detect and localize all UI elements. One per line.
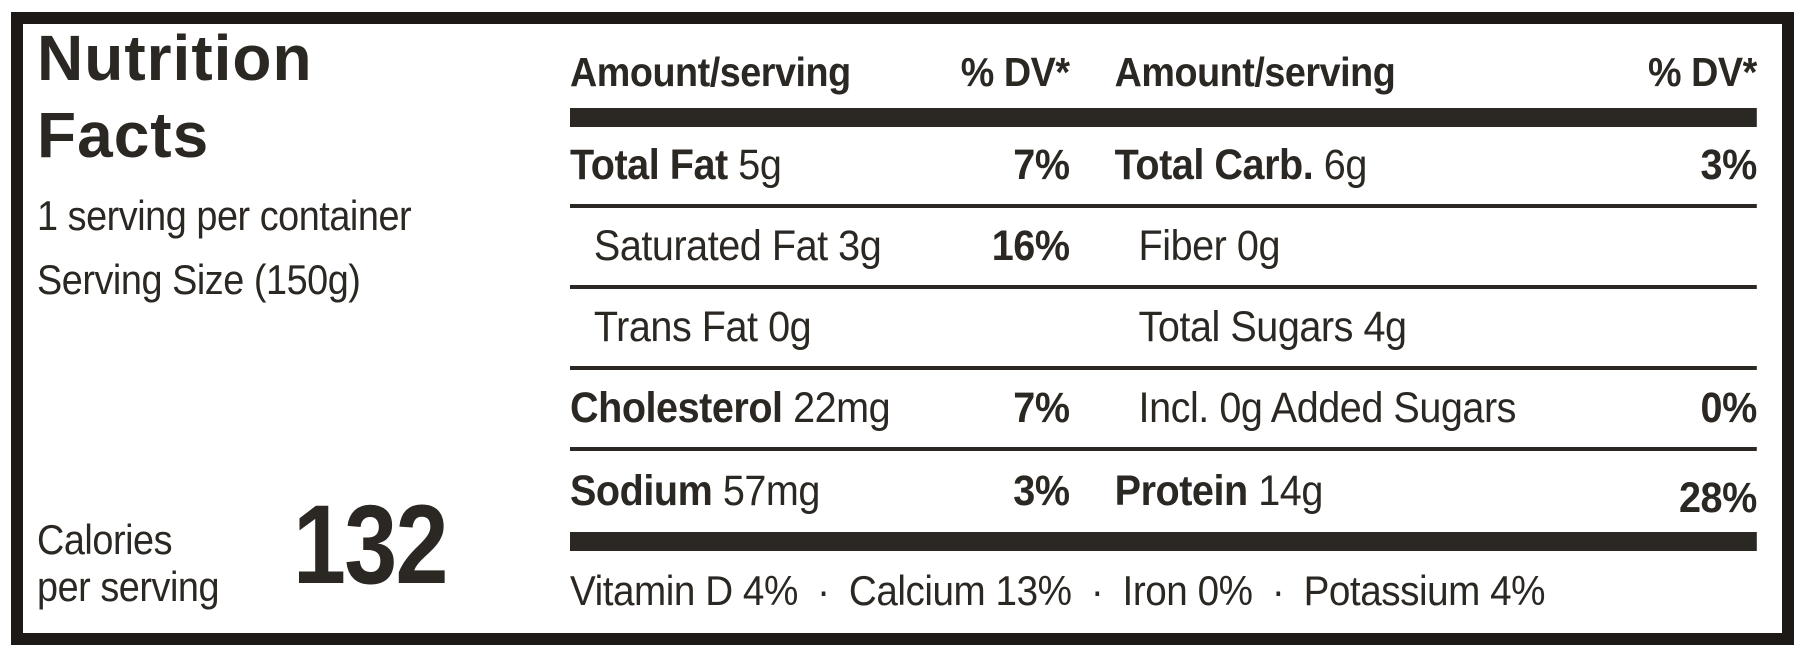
servings-per-container: 1 serving per container	[37, 192, 412, 239]
nutrient-name: Sodium	[570, 467, 713, 515]
nutrient-amount: 5g	[727, 141, 782, 189]
nutrient-dv: 16%	[991, 222, 1070, 270]
nutrient-dv: 28%	[1678, 474, 1757, 522]
nutrient-amount: 0g	[757, 303, 812, 351]
vitamin-item: Potassium 4%	[1303, 566, 1546, 614]
title-line2: Facts	[37, 99, 210, 171]
nutrient-cell: Total Carb. 6g 3%	[1114, 127, 1758, 204]
separator-dot: ·	[1271, 566, 1285, 614]
calories-label-line1: Calories	[37, 516, 173, 563]
nutrient-text: Total Carb. 6g	[1114, 141, 1368, 190]
nutrient-cell: Trans Fat 0g	[570, 289, 1070, 366]
nutrient-name: Trans Fat	[593, 303, 758, 351]
nutrient-amount: 3g	[827, 222, 882, 270]
nutrient-name: Total Sugars	[1138, 303, 1354, 351]
nutrient-text: Total Fat 5g	[570, 141, 782, 190]
calories-value: 132	[293, 482, 448, 607]
nutrient-name: Saturated Fat	[593, 222, 828, 270]
nutrient-rows: Total Fat 5g 7% Total Carb. 6g 3% Saturated …	[570, 127, 1757, 532]
nutrient-amount: 14g	[1247, 467, 1323, 515]
amount-serving-header: Amount/serving	[570, 48, 851, 95]
nutrient-dv: 7%	[1013, 141, 1070, 189]
nutrient-row: Total Fat 5g 7% Total Carb. 6g 3%	[570, 127, 1757, 208]
header-cell-left: Amount/serving % DV*	[570, 36, 1070, 108]
table-header-row: Amount/serving % DV* Amount/serving % DV…	[570, 36, 1757, 108]
nutrient-table: Amount/serving % DV* Amount/serving % DV…	[570, 36, 1757, 630]
nutrient-text: Protein 14g	[1114, 467, 1324, 516]
nutrient-row: Saturated Fat 3g 16% Fiber 0g	[570, 208, 1757, 289]
calories-label: Calories per serving	[37, 516, 219, 610]
nutrient-dv: 3%	[1700, 141, 1758, 189]
vitamins-row: Vitamin D 4% · Calcium 13% · Iron 0% · Potassi…	[570, 551, 1757, 630]
nutrition-facts-label: Nutrition Facts 1 serving per container …	[11, 12, 1794, 645]
nutrient-row: Trans Fat 0g Total Sugars 4g	[570, 289, 1757, 370]
nutrient-name: Incl. 0g Added Sugars	[1138, 384, 1517, 432]
nutrient-cell: Protein 14g 28%	[1114, 451, 1758, 532]
vitamin-item: Calcium 13%	[848, 566, 1072, 614]
vitamin-item: Iron 0%	[1122, 566, 1253, 614]
nutrient-cell: Sodium 57mg 3%	[570, 451, 1070, 532]
nutrient-amount: 4g	[1352, 303, 1407, 351]
nutrient-amount: 0g	[1226, 222, 1281, 270]
nutrient-text: Incl. 0g Added Sugars	[1138, 384, 1517, 433]
amount-serving-header: Amount/serving	[1114, 48, 1396, 95]
serving-info: 1 serving per container Serving Size (15…	[37, 184, 412, 312]
nutrient-name: Fiber	[1138, 222, 1227, 270]
vitamin-item: Vitamin D 4%	[570, 566, 798, 614]
nutrient-name: Cholesterol	[570, 384, 783, 432]
nutrient-text: Trans Fat 0g	[593, 303, 812, 352]
nutrient-dv: 7%	[1013, 384, 1070, 432]
nutrient-text: Cholesterol 22mg	[570, 384, 891, 433]
nutrient-text: Saturated Fat 3g	[593, 222, 882, 271]
nutrient-amount: 6g	[1313, 141, 1368, 189]
calories-label-line2: per serving	[37, 563, 220, 610]
nutrient-text: Sodium 57mg	[570, 467, 820, 516]
nutrient-name: Total Carb.	[1114, 141, 1314, 189]
nutrient-name: Total Fat	[570, 141, 728, 189]
serving-size: Serving Size (150g)	[37, 256, 361, 303]
label-title: Nutrition Facts	[37, 20, 313, 174]
nutrient-cell: Incl. 0g Added Sugars 0%	[1115, 370, 1758, 447]
nutrient-cell: Saturated Fat 3g 16%	[570, 208, 1070, 285]
nutrient-dv: 0%	[1700, 384, 1758, 432]
nutrient-amount: 22mg	[782, 384, 891, 432]
nutrient-amount: 57mg	[712, 467, 821, 515]
nutrient-row: Sodium 57mg 3% Protein 14g 28%	[570, 451, 1757, 532]
header-cell-right: Amount/serving % DV*	[1114, 36, 1758, 108]
nutrient-text: Fiber 0g	[1138, 222, 1281, 271]
nutrient-text: Total Sugars 4g	[1139, 303, 1407, 352]
separator-dot: ·	[817, 566, 830, 614]
nutrient-cell: Fiber 0g	[1115, 208, 1757, 285]
separator-dot: ·	[1090, 566, 1104, 614]
title-line1: Nutrition	[37, 22, 313, 94]
nutrient-cell: Total Sugars 4g	[1115, 289, 1757, 366]
dv-header: % DV*	[960, 48, 1070, 95]
nutrient-cell: Total Fat 5g 7%	[570, 127, 1070, 204]
nutrient-dv: 3%	[1013, 467, 1070, 515]
divider-bar-bottom	[570, 532, 1757, 551]
nutrient-cell: Cholesterol 22mg 7%	[570, 370, 1070, 447]
nutrient-row: Cholesterol 22mg 7% Incl. 0g Added Sugars 0…	[570, 370, 1757, 451]
divider-bar-top	[570, 108, 1757, 127]
nutrient-name: Protein	[1114, 467, 1249, 515]
dv-header: % DV*	[1647, 48, 1757, 95]
